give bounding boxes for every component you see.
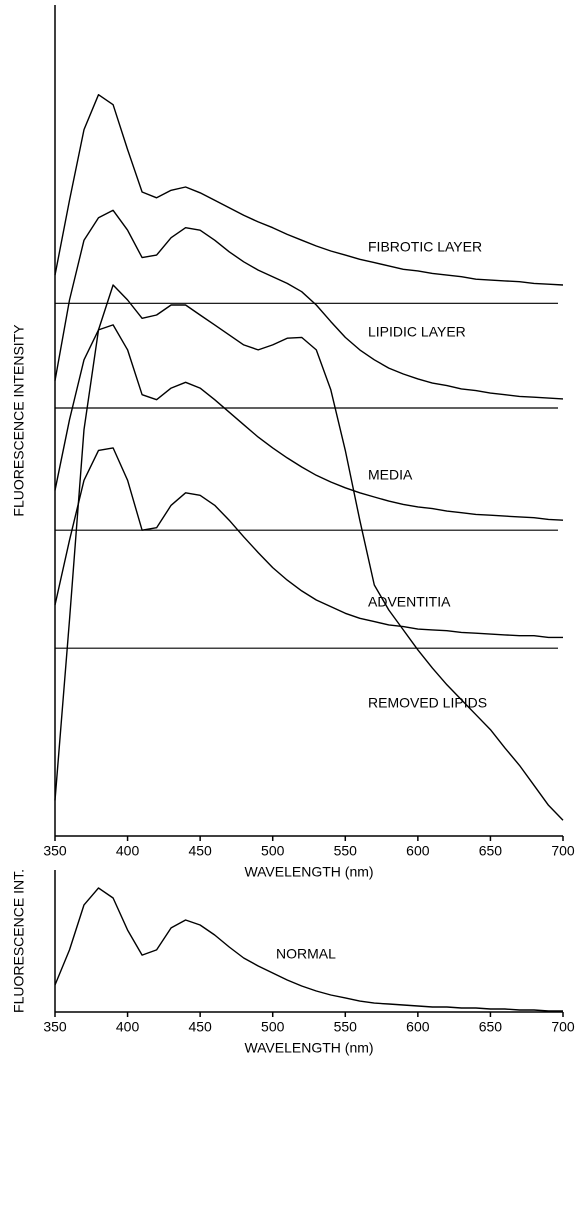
y-axis-label: FLUORESCENCE INT. [11, 869, 27, 1013]
x-tick-label: 450 [188, 843, 212, 859]
curve-label: REMOVED LIPIDS [368, 695, 487, 711]
curve-label: FIBROTIC LAYER [368, 239, 482, 255]
spectrum-line [54, 887, 563, 1012]
x-tick-label: 600 [406, 1019, 430, 1035]
x-tick-label: 400 [116, 1019, 140, 1035]
x-tick-label: 350 [43, 1019, 67, 1035]
x-tick-label: 700 [551, 1019, 575, 1035]
spectrum-line [54, 447, 563, 639]
x-tick-label: 650 [479, 843, 503, 859]
x-tick-label: 400 [116, 843, 140, 859]
x-tick-label: 600 [406, 843, 430, 859]
y-axis-label: FLUORESCENCE INTENSITY [11, 324, 27, 517]
spectrum-line [54, 324, 564, 521]
spectrum-line [54, 209, 564, 400]
x-tick-label: 500 [261, 843, 285, 859]
x-axis-label: WAVELENGTH (nm) [244, 1040, 373, 1056]
x-tick-label: 350 [43, 843, 67, 859]
x-tick-label: 450 [188, 1019, 212, 1035]
spectrum-line [54, 94, 564, 286]
x-tick-label: 550 [334, 843, 358, 859]
x-tick-label: 650 [479, 1019, 503, 1035]
x-tick-label: 550 [334, 1019, 358, 1035]
curve-label: ADVENTITIA [368, 594, 451, 610]
x-tick-label: 700 [551, 843, 575, 859]
curve-label: MEDIA [368, 467, 413, 483]
curve-label: LIPIDIC LAYER [368, 324, 466, 340]
curve-label: NORMAL [276, 946, 336, 962]
spectrum-line [54, 284, 564, 821]
x-tick-label: 500 [261, 1019, 285, 1035]
x-axis-label: WAVELENGTH (nm) [244, 864, 373, 880]
